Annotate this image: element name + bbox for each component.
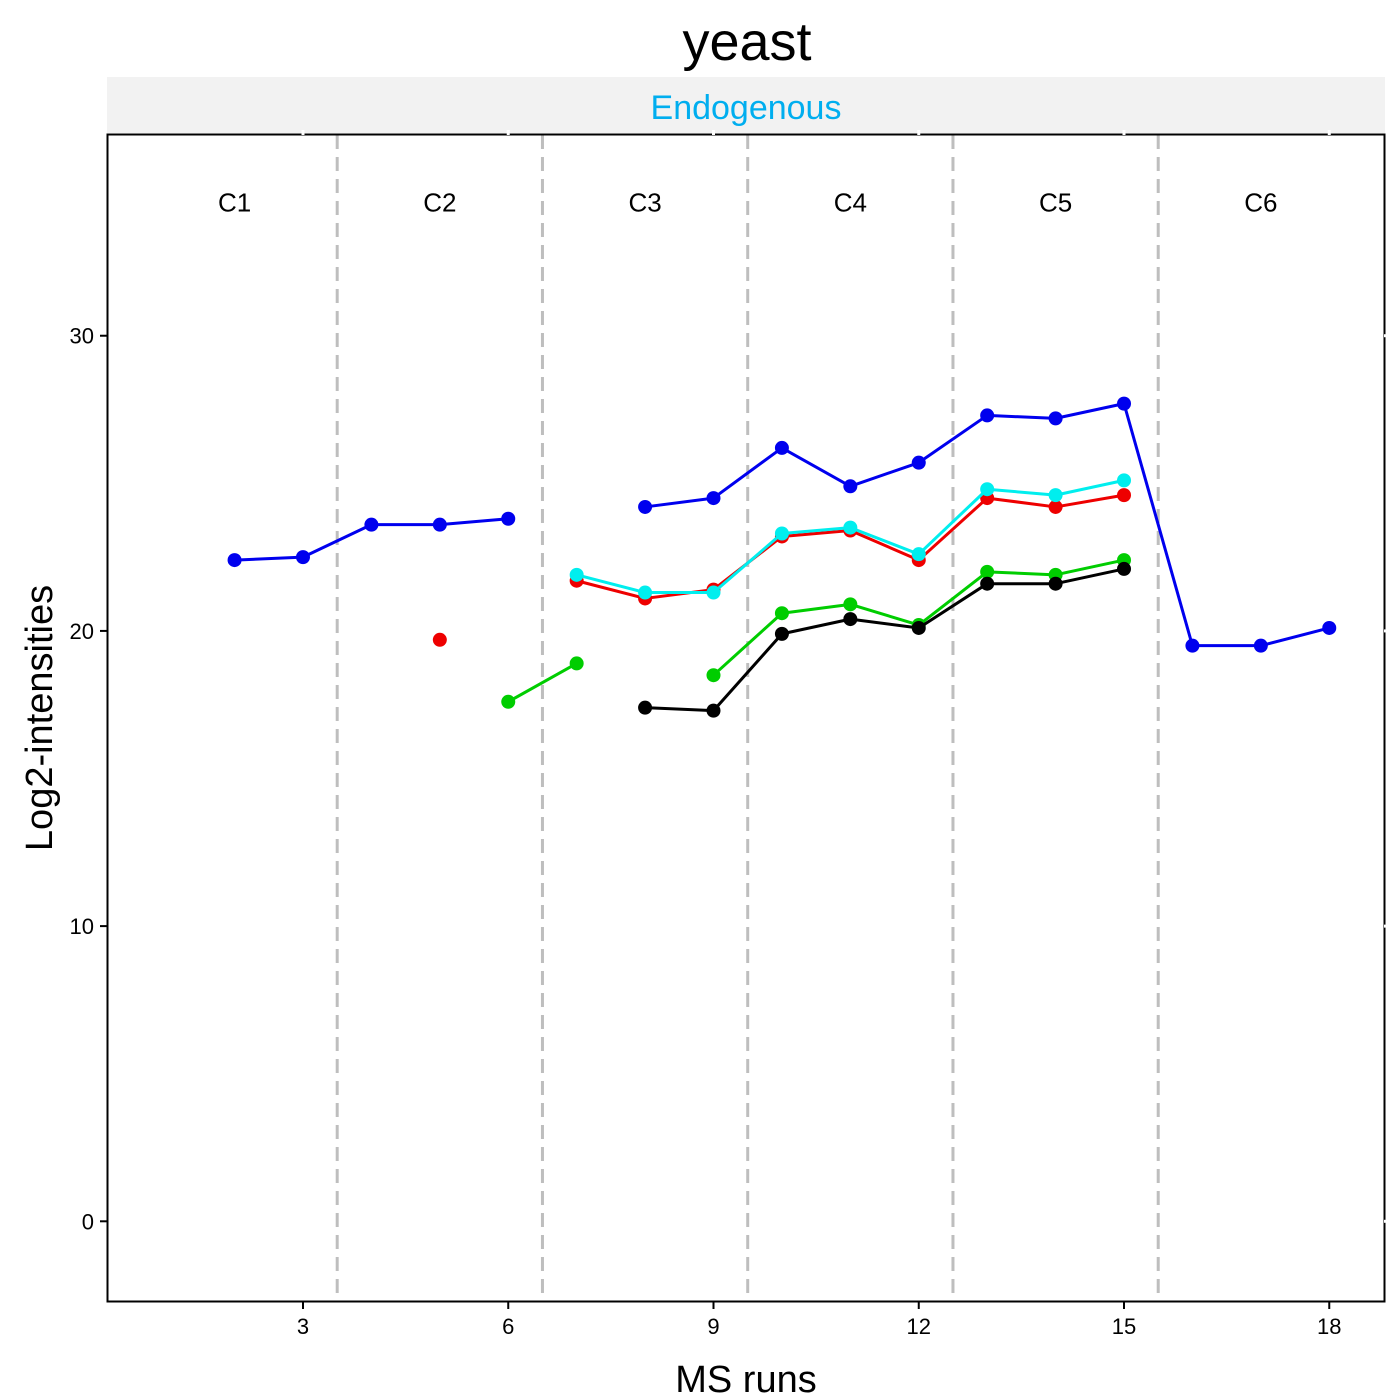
data-point	[432, 517, 447, 532]
data-point	[501, 694, 516, 709]
data-point	[980, 564, 995, 579]
data-point	[843, 597, 858, 612]
condition-label: C3	[628, 188, 661, 218]
data-point	[843, 612, 858, 627]
condition-separators	[335, 135, 1160, 1301]
data-point	[1117, 561, 1132, 576]
data-point	[1117, 396, 1132, 411]
condition-label: C5	[1039, 188, 1072, 218]
data-point	[638, 499, 653, 514]
data-point	[295, 550, 310, 565]
x-tick-label: 12	[907, 1314, 931, 1339]
data-point	[1322, 620, 1337, 635]
x-axis: 3 6 9 12 15 18	[297, 130, 1342, 1339]
x-tick-label: 9	[707, 1314, 719, 1339]
x-tick-label: 18	[1317, 1314, 1341, 1339]
data-point	[1048, 576, 1063, 591]
data-point	[638, 700, 653, 715]
data-point	[227, 553, 242, 568]
data-point	[980, 482, 995, 497]
series	[638, 561, 1132, 718]
data-point	[1185, 638, 1200, 653]
data-point	[1048, 488, 1063, 503]
data-point	[638, 585, 653, 600]
data-point	[706, 703, 721, 718]
series	[432, 488, 1132, 647]
data-point	[569, 567, 584, 582]
data-point	[1048, 411, 1063, 426]
data-point	[843, 479, 858, 494]
data-series	[227, 396, 1337, 718]
series	[569, 473, 1132, 600]
data-point	[911, 547, 926, 562]
plot-border	[106, 133, 1386, 1303]
series	[501, 553, 1132, 709]
data-point	[911, 620, 926, 635]
data-point	[1253, 638, 1268, 653]
y-tick-label: 0	[82, 1209, 94, 1234]
facet-strip	[107, 77, 1385, 133]
y-axis: 0 10 20 30	[70, 324, 1390, 1234]
data-point	[774, 440, 789, 455]
data-point	[774, 526, 789, 541]
series-line	[645, 567, 1125, 713]
series-line	[507, 662, 578, 704]
y-tick-label: 20	[70, 619, 94, 644]
chart-title: yeast	[682, 12, 811, 72]
data-point	[706, 585, 721, 600]
x-axis-title: MS runs	[675, 1359, 816, 1400]
data-point	[501, 511, 516, 526]
data-point	[911, 455, 926, 470]
condition-label: C4	[834, 188, 867, 218]
data-point	[980, 408, 995, 423]
condition-label: C1	[218, 188, 251, 218]
facet-label: Endogenous	[651, 89, 842, 127]
data-point	[774, 626, 789, 641]
data-point	[1117, 473, 1132, 488]
y-tick-label: 30	[70, 324, 94, 349]
series-line	[712, 558, 1125, 677]
data-point	[569, 656, 584, 671]
data-point	[1117, 488, 1132, 503]
condition-label: C6	[1244, 188, 1277, 218]
x-tick-label: 3	[297, 1314, 309, 1339]
data-point	[706, 668, 721, 683]
data-point	[364, 517, 379, 532]
x-tick-label: 6	[502, 1314, 514, 1339]
data-point	[1048, 499, 1063, 514]
y-tick-label: 10	[70, 914, 94, 939]
series	[227, 396, 1337, 653]
y-axis-title: Log2-intensities	[19, 585, 61, 851]
data-point	[774, 606, 789, 621]
condition-label: C2	[423, 188, 456, 218]
data-point	[980, 576, 995, 591]
data-point	[432, 632, 447, 647]
condition-labels: C1 C2 C3 C4 C5 C6	[218, 188, 1278, 218]
data-point	[706, 491, 721, 506]
data-point	[843, 520, 858, 535]
x-tick-label: 15	[1112, 1314, 1136, 1339]
